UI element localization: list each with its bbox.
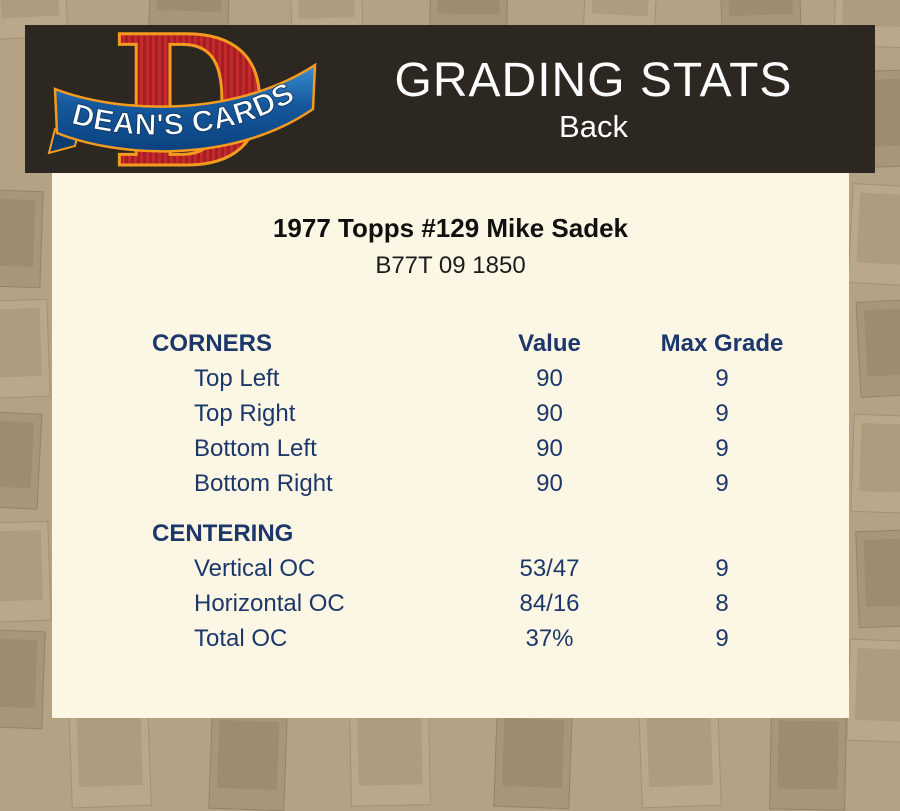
row-max-grade: 8	[715, 589, 729, 617]
row-max-grade: 9	[715, 434, 729, 462]
grading-panel: 1977 Topps #129 Mike Sadek B77T 09 1850 …	[52, 173, 849, 718]
table-header-row: CORNERS Value Max Grade	[152, 326, 817, 361]
section-name-centering: CENTERING	[152, 519, 294, 547]
table-row: Total OC 37% 9	[152, 621, 817, 656]
row-max-grade: 9	[715, 399, 729, 427]
logo-ribbon	[53, 62, 317, 153]
header-titles: GRADING STATS Back	[357, 25, 875, 173]
page-title: GRADING STATS	[394, 53, 793, 107]
section-name-corners: CORNERS	[152, 329, 273, 357]
row-value: 90	[536, 434, 563, 462]
table-row: Top Right 90 9	[152, 396, 817, 431]
card-id: B77T 09 1850	[375, 252, 526, 279]
table-row: Bottom Left 90 9	[152, 431, 817, 466]
column-header-value: Value	[518, 329, 581, 357]
column-header-max-grade: Max Grade	[660, 329, 784, 357]
table-row: Top Left 90 9	[152, 361, 817, 396]
row-max-grade: 9	[715, 554, 729, 582]
row-value: 37%	[525, 624, 574, 652]
table-row: Bottom Right 90 9	[152, 466, 817, 501]
row-label: Bottom Right	[194, 469, 333, 497]
row-label: Horizontal OC	[194, 589, 345, 617]
row-value: 90	[536, 364, 563, 392]
row-max-grade: 9	[715, 624, 729, 652]
header-banner: D DEAN'S CARDS GRADING STATS Back	[25, 0, 875, 210]
row-label: Bottom Left	[194, 434, 317, 462]
row-value: 84/16	[519, 589, 580, 617]
row-label: Top Left	[194, 364, 280, 392]
card-title: 1977 Topps #129 Mike Sadek	[272, 213, 629, 243]
row-value: 90	[536, 399, 563, 427]
page-subtitle: Back	[559, 109, 628, 145]
grading-stats-table: CORNERS Value Max Grade Top Left 90 9 To…	[152, 326, 817, 656]
row-value: 90	[536, 469, 563, 497]
row-label: Vertical OC	[194, 554, 316, 582]
table-section-row: CENTERING	[152, 516, 817, 551]
row-label: Total OC	[194, 624, 288, 652]
deans-cards-logo[interactable]: D DEAN'S CARDS	[25, 0, 357, 210]
row-max-grade: 9	[715, 469, 729, 497]
table-row: Vertical OC 53/47 9	[152, 551, 817, 586]
table-row: Horizontal OC 84/16 8	[152, 586, 817, 621]
row-max-grade: 9	[715, 364, 729, 392]
row-label: Top Right	[194, 399, 296, 427]
row-value: 53/47	[519, 554, 580, 582]
